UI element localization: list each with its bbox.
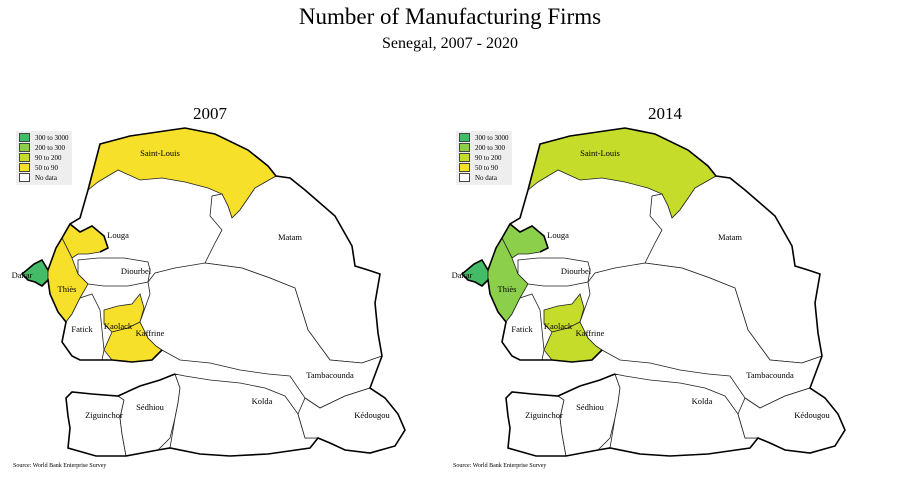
region-label-matam: Matam bbox=[278, 232, 302, 242]
year-label: 2007 bbox=[193, 104, 227, 123]
region-label-kolda: Kolda bbox=[252, 396, 273, 406]
region-kaolack bbox=[543, 293, 585, 333]
region-label-tambacounda: Tambacounda bbox=[746, 370, 794, 380]
region-label-kaolack: Kaolack bbox=[544, 321, 573, 331]
region-kolda bbox=[609, 373, 759, 457]
region-label-dakar: Dakar bbox=[452, 270, 473, 280]
region-kolda bbox=[169, 373, 319, 457]
source-note: Source: World Bank Enterprise Survey bbox=[13, 463, 107, 469]
region-tambacounda bbox=[139, 262, 383, 409]
map-title: Number of Manufacturing Firms bbox=[298, 4, 602, 29]
region-ziguinchor bbox=[65, 391, 127, 457]
legend-swatch bbox=[459, 153, 470, 162]
country-border bbox=[460, 127, 846, 457]
region-label-kolda: Kolda bbox=[692, 396, 713, 406]
legend-label: 50 to 90 bbox=[35, 163, 58, 172]
legend-item: 50 to 90 bbox=[459, 163, 512, 172]
legend-swatch bbox=[19, 173, 30, 182]
region-label-fatick: Fatick bbox=[511, 324, 533, 334]
legend-label: 200 to 300 bbox=[35, 143, 65, 152]
legend-swatch bbox=[459, 143, 470, 152]
legend: 300 to 3000 200 to 300 90 to 200 50 to 90 No… bbox=[456, 131, 512, 185]
region-label-dakar: Dakar bbox=[12, 270, 33, 280]
legend-item: 300 to 3000 bbox=[19, 133, 72, 142]
map-panel-2014: 2014 Saint-Louis Louga Matam Dakar Diourbel T… bbox=[440, 98, 880, 488]
legend-swatch bbox=[459, 173, 470, 182]
legend-swatch bbox=[19, 143, 30, 152]
year-label: 2014 bbox=[648, 104, 682, 123]
region-label-kaolack: Kaolack bbox=[104, 321, 133, 331]
senegal-map: Saint-Louis Louga Matam Dakar Diourbel Thiès F… bbox=[452, 127, 846, 457]
region-label-diourbel: Diourbel bbox=[561, 266, 592, 276]
region-label-diourbel: Diourbel bbox=[121, 266, 152, 276]
region-label-saint-louis: Saint-Louis bbox=[140, 148, 180, 158]
region-label-kedougou: Kédougou bbox=[794, 410, 830, 420]
senegal-map: Saint-Louis Louga Matam Dakar Diourbel Thiès F… bbox=[12, 127, 406, 457]
region-label-louga: Louga bbox=[107, 230, 129, 240]
legend-label: 300 to 3000 bbox=[475, 133, 509, 142]
legend-label: 50 to 90 bbox=[475, 163, 498, 172]
region-label-ziguinchor: Ziguinchor bbox=[85, 410, 123, 420]
region-label-louga: Louga bbox=[547, 230, 569, 240]
legend-label: 90 to 200 bbox=[35, 153, 62, 162]
legend-swatch bbox=[19, 133, 30, 142]
map-panel-2007: 2007 Saint-Louis Louga Matam Dakar Diourbel T… bbox=[0, 98, 440, 488]
legend-item: No data bbox=[459, 173, 512, 182]
legend-item: No data bbox=[19, 173, 72, 182]
legend-swatch bbox=[19, 163, 30, 172]
region-tambacounda bbox=[579, 262, 823, 409]
legend-item: 200 to 300 bbox=[19, 143, 72, 152]
legend-item: 200 to 300 bbox=[459, 143, 512, 152]
map-subtitle: Senegal, 2007 - 2020 bbox=[382, 35, 518, 52]
legend-label: No data bbox=[35, 173, 57, 182]
region-label-kedougou: Kédougou bbox=[354, 410, 390, 420]
region-label-thies: Thiès bbox=[58, 284, 77, 294]
legend-label: No data bbox=[475, 173, 497, 182]
country-border bbox=[20, 127, 406, 457]
region-label-kaffrine: Kaffrine bbox=[576, 328, 605, 338]
region-kaolack bbox=[103, 293, 145, 333]
legend-swatch bbox=[19, 153, 30, 162]
legend-swatch bbox=[459, 133, 470, 142]
region-label-kaffrine: Kaffrine bbox=[136, 328, 165, 338]
legend-label: 300 to 3000 bbox=[35, 133, 69, 142]
legend-label: 200 to 300 bbox=[475, 143, 505, 152]
source-note: Source: World Bank Enterprise Survey bbox=[453, 463, 547, 469]
region-label-fatick: Fatick bbox=[71, 324, 93, 334]
region-label-sedhiou: Sédhiou bbox=[576, 402, 605, 412]
legend-item: 90 to 200 bbox=[19, 153, 72, 162]
region-ziguinchor bbox=[505, 391, 567, 457]
legend-item: 90 to 200 bbox=[459, 153, 512, 162]
region-label-sedhiou: Sédhiou bbox=[136, 402, 165, 412]
legend-item: 300 to 3000 bbox=[459, 133, 512, 142]
legend-item: 50 to 90 bbox=[19, 163, 72, 172]
region-label-matam: Matam bbox=[718, 232, 742, 242]
region-label-thies: Thiès bbox=[498, 284, 517, 294]
legend-swatch bbox=[459, 163, 470, 172]
region-label-saint-louis: Saint-Louis bbox=[580, 148, 620, 158]
region-label-tambacounda: Tambacounda bbox=[306, 370, 354, 380]
legend: 300 to 3000 200 to 300 90 to 200 50 to 90 No… bbox=[16, 131, 72, 185]
region-label-ziguinchor: Ziguinchor bbox=[525, 410, 563, 420]
legend-label: 90 to 200 bbox=[475, 153, 502, 162]
